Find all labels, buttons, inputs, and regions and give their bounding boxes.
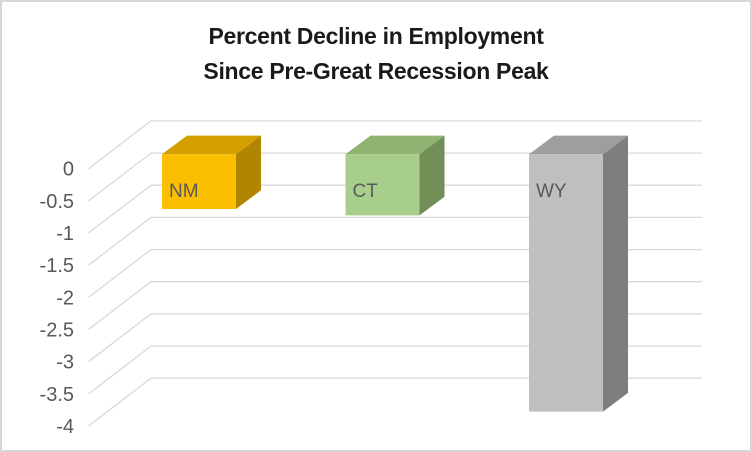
y-axis-tick-label: -1	[56, 223, 74, 245]
gridline	[88, 313, 702, 363]
y-axis-tick-label: -0.5	[40, 191, 74, 213]
bar-CT-front-face	[345, 154, 420, 216]
gridline	[88, 248, 702, 298]
gridline	[88, 216, 702, 266]
y-axis-tick-label: -3.5	[40, 384, 74, 406]
bar-CT-side-face	[419, 135, 445, 216]
bar-WY-front-face	[529, 154, 603, 412]
gridline	[88, 152, 702, 202]
chart-title: Percent Decline in Employment Since Pre-…	[2, 19, 750, 89]
bar-NM-top-face	[162, 135, 261, 155]
y-axis-tick-label: 0	[63, 159, 74, 181]
y-axis-tick-label: -4	[56, 416, 74, 438]
chart-title-line-2: Since Pre-Great Recession Peak	[203, 58, 549, 84]
y-axis-tick-label: -3	[56, 352, 74, 374]
gridline	[88, 184, 702, 234]
category-label-WY: WY	[536, 181, 567, 202]
bar-WY-top-face	[529, 135, 628, 155]
bar-WY-side-face	[603, 135, 628, 412]
gridline	[88, 345, 702, 395]
bar-NM-side-face	[236, 135, 261, 209]
bar-NM-front-face	[162, 154, 236, 209]
gridline	[88, 281, 702, 331]
gridline	[88, 377, 702, 427]
category-label-NM: NM	[169, 181, 199, 202]
y-axis-tick-label: -2	[56, 287, 74, 309]
chart-title-line-1: Percent Decline in Employment	[208, 23, 544, 49]
gridline	[88, 120, 702, 170]
y-axis-tick-label: -2.5	[40, 320, 74, 342]
y-axis-tick-label: -1.5	[40, 255, 74, 277]
category-label-CT: CT	[353, 181, 379, 202]
bar-CT-top-face	[345, 135, 445, 155]
